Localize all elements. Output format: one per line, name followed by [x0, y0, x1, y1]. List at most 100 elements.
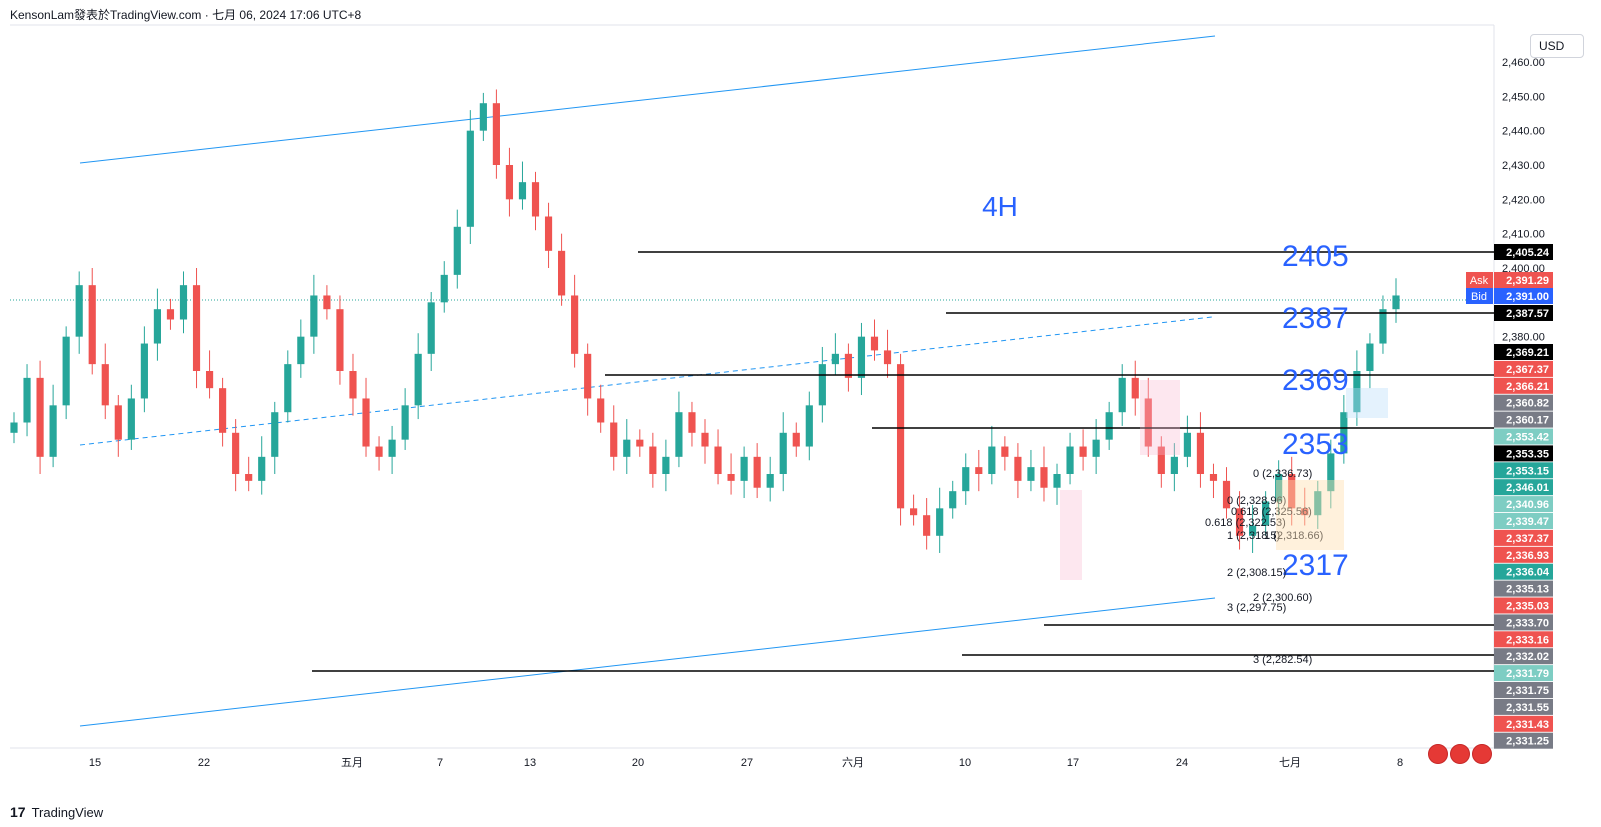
fib-label: 2 (2,308.15) [1227, 567, 1286, 579]
candle [492, 89, 500, 179]
price-tag-bg [1494, 715, 1553, 732]
candle [1131, 360, 1139, 416]
price-tag-bg [1494, 631, 1553, 648]
candle-body [232, 432, 240, 474]
candle-body [857, 336, 866, 378]
candle-body [714, 446, 722, 474]
price-tag-text: 2,333.70 [1506, 617, 1549, 629]
candle-body [349, 371, 357, 399]
candle-body [1327, 453, 1335, 492]
candle-body [1027, 467, 1035, 481]
tradingview-logo-icon: 17 [10, 804, 26, 820]
candle-body [1092, 439, 1100, 457]
candle-body [1235, 508, 1244, 536]
candle-body [505, 165, 514, 200]
x-tick-label: 7 [437, 757, 443, 769]
candle [166, 298, 175, 330]
candle [1170, 443, 1178, 492]
candle-body [414, 353, 422, 406]
price-tag-bg [1494, 698, 1553, 715]
candle-body [571, 295, 579, 354]
stacked-price-tag: 2,336.04 [1494, 563, 1553, 580]
candle [1066, 432, 1074, 485]
candle [219, 377, 227, 447]
candle [740, 446, 748, 499]
candle-body [62, 336, 70, 406]
price-tag-bg [1494, 360, 1553, 377]
candle-body [584, 353, 592, 399]
candle [610, 405, 618, 471]
footer-brand: TradingView [31, 804, 104, 820]
candle-body [949, 491, 957, 509]
candle-body [271, 412, 279, 457]
price-tag-bg [1494, 597, 1553, 614]
x-tick-label: 六月 [842, 756, 864, 769]
fib-zone [1140, 380, 1180, 455]
candle [271, 401, 279, 474]
price-tag-text: 2,336.93 [1506, 550, 1549, 562]
fib-annotations: 0 (2,336.73) 0 (2,328.96)0.618 (2,325.56)… [1060, 380, 1388, 666]
x-tick-label: 10 [959, 757, 971, 769]
candle [818, 346, 826, 423]
candle-body [114, 405, 122, 440]
y-tick-label: 2,430.00 [1502, 160, 1545, 172]
candle [1040, 446, 1048, 502]
candle [114, 395, 122, 457]
candle [101, 343, 109, 420]
candle-body [219, 388, 227, 433]
candle [427, 292, 435, 371]
candle-body [440, 274, 448, 303]
candle-body [1222, 480, 1231, 509]
stacked-price-tag: 2,333.70 [1494, 614, 1553, 631]
candle-body [1379, 309, 1387, 344]
stacked-price-tag: 2,331.75 [1494, 682, 1553, 698]
fib-label: 1 (2,318.5) [1227, 530, 1280, 542]
level-label: 2369 [1282, 364, 1349, 397]
fib-label: 3 (2,297.75) [1227, 602, 1286, 614]
stacked-price-tag: 2,353.42 [1494, 428, 1553, 445]
candle [623, 419, 631, 474]
candle [297, 319, 305, 378]
stacked-price-tag: 2,353.35 [1494, 445, 1553, 462]
candle [479, 92, 487, 141]
candle [923, 498, 931, 550]
fib-zone [1276, 480, 1344, 550]
candle-body [284, 364, 292, 413]
candle [1209, 463, 1218, 499]
price-tag-text: 2,391.29 [1506, 275, 1549, 287]
price-tag-bg [1494, 272, 1553, 288]
candle [49, 384, 57, 468]
x-tick-label: 24 [1176, 757, 1188, 769]
candle [1379, 295, 1387, 354]
price-tag-text: 2,366.21 [1506, 381, 1549, 393]
x-tick-label: 8 [1397, 757, 1403, 769]
price-tag-bg [1494, 344, 1553, 360]
x-tick-label: 五月 [341, 757, 363, 769]
price-tag: 2,387.57 [1494, 305, 1553, 321]
candle-body [923, 515, 931, 536]
x-tick-label: 27 [741, 757, 753, 769]
price-tag-bg [1494, 732, 1553, 749]
candle [1027, 449, 1035, 492]
price-tag-text: 2,387.57 [1506, 308, 1549, 320]
candle [962, 453, 970, 505]
y-tick-label: 2,410.00 [1502, 229, 1545, 241]
price-tag-bg [1494, 529, 1553, 546]
currency-selector[interactable]: USD [1530, 34, 1584, 58]
price-tag-bg [1494, 614, 1553, 631]
candle [662, 439, 670, 492]
candle-body [466, 130, 474, 227]
stacked-price-tag: 2,331.25 [1494, 732, 1553, 749]
candle-body [205, 371, 214, 389]
candle [844, 343, 853, 392]
stacked-price-tag: 2,367.37 [1494, 360, 1553, 377]
candle [805, 391, 813, 461]
candle-body [531, 182, 540, 217]
price-tag-text: 2,340.96 [1506, 499, 1549, 511]
x-tick-label: 13 [524, 757, 536, 769]
candle [88, 268, 96, 375]
fib-label: 0 (2,336.73) [1253, 468, 1312, 480]
candle-body [936, 508, 944, 536]
candle-body [727, 474, 735, 481]
